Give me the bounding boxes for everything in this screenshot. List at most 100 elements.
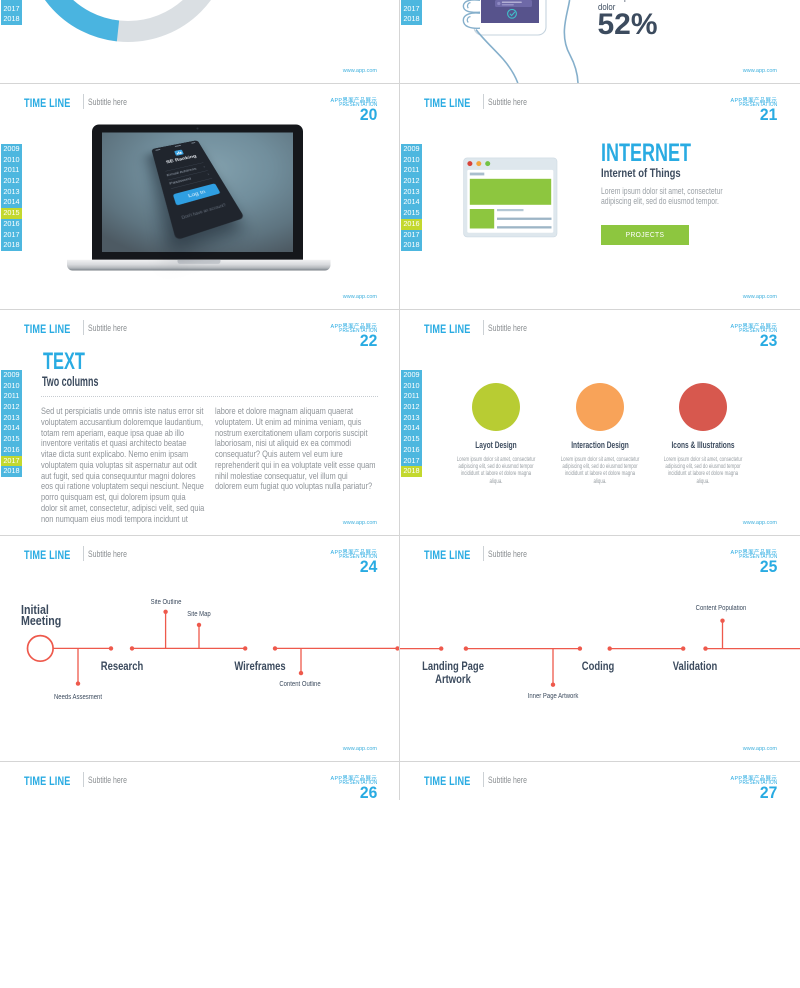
stage-wireframes: Wireframes xyxy=(233,659,286,674)
header-label: PRESENTATION xyxy=(338,102,377,108)
footer-url: www.app.com xyxy=(742,293,777,300)
year-2009: 2009 xyxy=(401,144,422,155)
year-2017: 2017 xyxy=(401,455,422,467)
dotted-rule xyxy=(41,396,378,398)
year-2018: 2018 xyxy=(1,240,22,251)
year-2018: 2018 xyxy=(401,240,422,251)
header-label: PRESENTATION xyxy=(338,328,377,334)
timeline-lines xyxy=(53,611,400,684)
year-2018: 2018 xyxy=(1,14,22,25)
hand-outline-right xyxy=(563,0,579,84)
year-2016: 2016 xyxy=(401,444,422,456)
timeline-lines xyxy=(400,620,800,685)
header-tag: APP界面产品展示 xyxy=(730,776,777,783)
section-heading: INTERNET xyxy=(600,139,691,167)
slide-subtitle: Subtitle here xyxy=(487,775,527,787)
year-2015: 2015 xyxy=(1,434,22,445)
slide-title: TIME LINE xyxy=(24,96,71,111)
browser-illustration xyxy=(463,157,558,238)
header-tag: APP界面产品展示 xyxy=(330,98,377,105)
header-separator xyxy=(83,93,84,109)
hand-outline-left xyxy=(475,29,519,84)
laptop-notch xyxy=(177,259,221,264)
browser-dot-orange xyxy=(476,161,482,167)
signup-hint: Don't have an account? xyxy=(181,203,227,221)
slide-subtitle: Subtitle here xyxy=(87,775,127,787)
slide-grid: 2009201020112012201320142015201620172018… xyxy=(0,0,800,802)
password-field-label: Password xyxy=(168,176,192,186)
year-2018: 2018 xyxy=(401,14,422,25)
notification-line1 xyxy=(501,1,522,3)
slide-title: TIME LINE xyxy=(424,96,471,111)
header-label: PRESENTATION xyxy=(738,328,777,334)
footer-url: www.app.com xyxy=(342,293,377,300)
slide-title: TIME LINE xyxy=(424,322,471,337)
thumb-image-placeholder xyxy=(469,209,495,229)
header-tag: APP界面产品展示 xyxy=(730,98,777,105)
slide-number: 27 xyxy=(759,783,777,802)
year-2015: 2015 xyxy=(401,208,422,219)
section-body: Lorem ipsum dolor sit amet, consectetur … xyxy=(600,186,723,208)
slide-number: 20 xyxy=(359,105,377,124)
year-2018: 2018 xyxy=(401,466,422,477)
feature-label-2: Interaction Design xyxy=(571,439,630,450)
section-subheading: Internet of Things xyxy=(600,167,681,180)
year-2016: 2016 xyxy=(401,218,422,230)
text-column-2: labore et dolore magnam aliquam quaerat … xyxy=(215,406,376,492)
slide-number: 22 xyxy=(359,331,377,350)
text-column-1: Sed ut perspiciatis unde omnis iste natu… xyxy=(41,406,205,524)
fingernail-1 xyxy=(466,2,471,9)
laptop-base xyxy=(67,259,331,271)
year-2016: 2016 xyxy=(1,0,22,4)
header-separator xyxy=(483,93,484,109)
timeline-diagram xyxy=(26,609,400,686)
footer-url: www.app.com xyxy=(742,67,777,74)
row-divider-3 xyxy=(0,535,800,536)
header-separator xyxy=(83,771,84,787)
stat-caption: Lorem ipsum dolor xyxy=(597,0,643,13)
year-2013: 2013 xyxy=(1,186,22,198)
header-tag: APP界面产品展示 xyxy=(330,324,377,331)
slide-21[interactable]: TIME LINE Subtitle here APP界面产品展示 PRESEN… xyxy=(400,84,800,310)
row-divider-4 xyxy=(0,761,800,762)
header-separator xyxy=(83,319,84,335)
slide-18[interactable]: 2009201020112012201320142015201620172018… xyxy=(0,0,400,84)
year-2017: 2017 xyxy=(1,3,22,15)
slide-19[interactable]: 2009201020112012201320142015201620172018… xyxy=(400,0,800,84)
timeline-diagram xyxy=(400,618,800,687)
year-2017: 2017 xyxy=(1,229,22,241)
finger-1 xyxy=(462,0,481,14)
app-logo-icon xyxy=(173,149,184,156)
slide-24[interactable]: TIME LINE Subtitle here APP界面产品展示 PRESEN… xyxy=(0,536,400,762)
slide-23[interactable]: TIME LINE Subtitle here APP界面产品展示 PRESEN… xyxy=(400,310,800,536)
year-2011: 2011 xyxy=(1,391,22,403)
stage-validation: Validation xyxy=(673,659,718,674)
slide-subtitle: Subtitle here xyxy=(487,323,527,335)
sub-inner-page-artwork: Inner Page Artwork xyxy=(527,693,578,700)
slide-number: 25 xyxy=(759,557,777,576)
stage-research: Research xyxy=(100,659,144,674)
slide-20[interactable]: TIME LINE Subtitle here APP界面产品展示 PRESEN… xyxy=(0,84,400,310)
slide-22[interactable]: TIME LINE Subtitle here APP界面产品展示 PRESEN… xyxy=(0,310,400,536)
sub-content-population: Content Population xyxy=(695,604,747,612)
slide-title: TIME LINE xyxy=(24,548,71,563)
feature-desc-2: Lorem ipsum dolor sit amet, consectetur … xyxy=(560,456,640,485)
slide-number: 21 xyxy=(759,105,777,124)
slide-subtitle: Subtitle here xyxy=(487,97,527,109)
slide-26[interactable]: TIME LINE Subtitle here APP界面产品展示 PRESEN… xyxy=(0,762,400,988)
row-divider-1 xyxy=(0,83,800,84)
slide-title: TIME LINE xyxy=(424,548,471,563)
donut-chart xyxy=(45,0,211,42)
slide-number: 23 xyxy=(759,331,777,350)
slide-25[interactable]: TIME LINE Subtitle here APP界面产品展示 PRESEN… xyxy=(400,536,800,762)
feature-circle-3 xyxy=(679,382,727,431)
slide-27[interactable]: TIME LINE Subtitle here APP界面产品展示 PRESEN… xyxy=(400,762,800,988)
year-2015: 2015 xyxy=(1,208,22,219)
header-label: PRESENTATION xyxy=(738,780,777,786)
slide-number: 26 xyxy=(359,783,377,802)
header-separator xyxy=(483,545,484,561)
sub-site-outline: Site Outline xyxy=(150,599,181,606)
projects-button[interactable]: PROJECTS xyxy=(600,225,689,245)
check-mark-icon xyxy=(509,11,516,17)
